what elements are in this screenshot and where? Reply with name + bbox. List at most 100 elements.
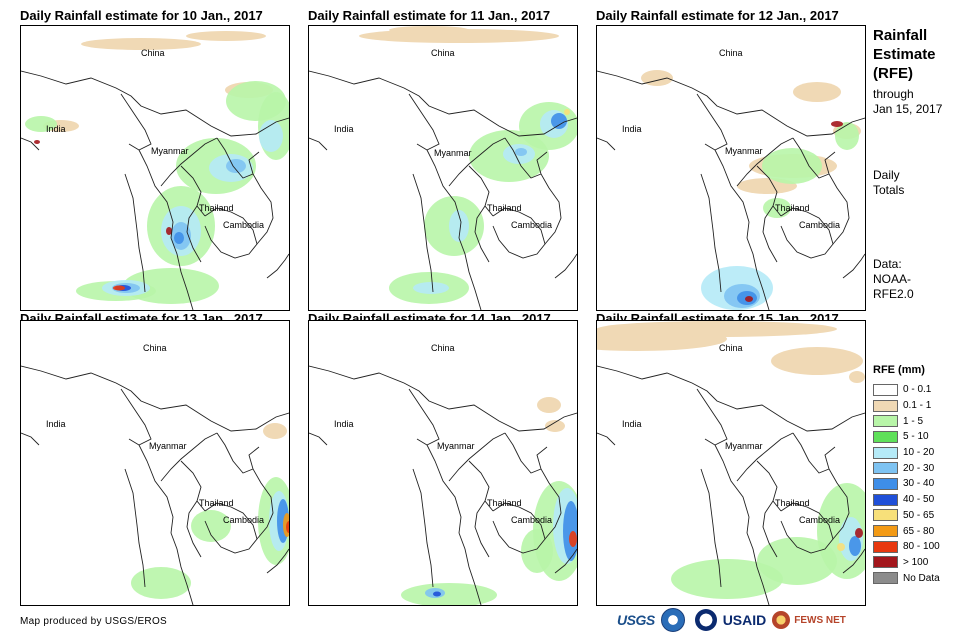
country-border (736, 137, 794, 187)
country-border (746, 237, 770, 310)
country-border (186, 205, 202, 263)
legend-item: No Data (873, 570, 940, 586)
country-border (756, 165, 782, 217)
country-border (309, 70, 577, 137)
legend-swatch (873, 509, 898, 522)
country-border (138, 444, 174, 534)
legend-label: 0.1 - 1 (903, 400, 932, 412)
map-label-china: China (143, 343, 167, 353)
country-border (554, 253, 577, 279)
country-border (792, 432, 830, 474)
country-border (474, 500, 490, 558)
sidebar-through: through Jan 15, 2017 (873, 87, 942, 117)
map-label-myanmar: Myanmar (149, 441, 187, 451)
light-rain-area (389, 26, 469, 34)
light-rain-area (793, 82, 841, 102)
legend-swatch (873, 556, 898, 569)
legend-item: 5 - 10 (873, 429, 940, 445)
light-rain-area (597, 321, 837, 337)
rainfall-area (413, 282, 449, 294)
map-label-thailand: Thailand (775, 203, 810, 213)
country-border (426, 444, 462, 534)
legend-item: 0 - 0.1 (873, 382, 940, 398)
country-border (492, 207, 546, 259)
country-border (756, 460, 782, 512)
country-border (554, 548, 577, 574)
light-rain-area (537, 397, 561, 413)
sidebar-daily-line1: Daily (873, 168, 900, 182)
country-border (248, 151, 274, 245)
rfe-legend: RFE (mm) 0 - 0.1 0.1 - 1 1 - 5 5 - 10 10 - 2… (873, 364, 940, 586)
country-border (408, 93, 440, 151)
country-border (160, 432, 218, 482)
map-label-myanmar: Myanmar (434, 148, 472, 158)
light-rain-area (263, 423, 287, 439)
country-border (824, 446, 850, 540)
map-label-thailand: Thailand (487, 203, 522, 213)
country-border (170, 532, 194, 605)
rainfall-area (515, 148, 527, 156)
light-rain-area (849, 371, 865, 383)
map-label-myanmar: Myanmar (437, 441, 475, 451)
country-border (842, 253, 865, 279)
legend-item: 10 - 20 (873, 445, 940, 461)
country-border (186, 500, 202, 558)
sidebar-data-line1: Data: (873, 257, 902, 271)
map-label-thailand: Thailand (199, 203, 234, 213)
legend-label: 5 - 10 (903, 431, 929, 443)
map-label-china: China (431, 343, 455, 353)
legend-label: > 100 (903, 556, 929, 568)
sidebar-data-line3: RFE2.0 (873, 287, 914, 301)
country-border (180, 165, 206, 217)
sidebar-title-line1: Rainfall (873, 27, 928, 44)
legend-label: 65 - 80 (903, 525, 935, 537)
country-border (762, 500, 778, 558)
legend-label: 40 - 50 (903, 494, 935, 506)
rainfall-map: China India Myanmar Thailand Cambodia (597, 321, 865, 605)
legend-swatch (873, 572, 898, 585)
map-label-myanmar: Myanmar (725, 146, 763, 156)
country-border (448, 432, 506, 482)
rainfall-area (113, 285, 125, 291)
country-border (309, 432, 328, 446)
rainfall-area (174, 232, 184, 244)
country-border (468, 165, 494, 217)
sidebar-data-source: Data: NOAA- RFE2.0 (873, 257, 914, 302)
map-label-thailand: Thailand (199, 498, 234, 508)
map-panel-1: China India Myanmar Thailand Cambodia (20, 25, 290, 311)
country-border (504, 432, 542, 474)
light-rain-area (81, 38, 201, 50)
legend-swatch (873, 399, 898, 412)
legend-item: 1 - 5 (873, 413, 940, 429)
fews-net-logo-icon (772, 611, 791, 629)
rainfall-area (763, 198, 791, 218)
map-panel-3: China India Myanmar Thailand Cambodia (596, 25, 866, 311)
country-border (180, 460, 206, 512)
country-border (696, 388, 728, 446)
legend-item: > 100 (873, 555, 940, 571)
map-label-india: India (622, 419, 642, 429)
rainfall-area (671, 559, 783, 599)
country-border (248, 446, 274, 540)
country-border (266, 253, 289, 279)
country-border (160, 137, 218, 187)
legend-swatch (873, 446, 898, 459)
country-border (426, 149, 462, 239)
country-border (700, 173, 722, 293)
legend-label: No Data (903, 572, 940, 584)
map-label-thailand: Thailand (775, 498, 810, 508)
country-border (714, 444, 750, 534)
country-border (21, 365, 289, 432)
legend-swatch (873, 477, 898, 490)
light-rain-area (186, 31, 266, 41)
rainfall-map: China India Myanmar Thailand Cambodia (309, 26, 577, 310)
map-panel-6: China India Myanmar Thailand Cambodia (596, 320, 866, 606)
map-panel-5: China India Myanmar Thailand Cambodia (308, 320, 578, 606)
legend-item: 20 - 30 (873, 460, 940, 476)
rainfall-area (837, 543, 845, 551)
legend-label: 1 - 5 (903, 415, 924, 427)
usaid-seal-icon (694, 609, 717, 631)
sidebar-through-line1: through (873, 87, 914, 101)
sidebar-through-line2: Jan 15, 2017 (873, 102, 943, 116)
legend-label: 10 - 20 (903, 447, 935, 459)
